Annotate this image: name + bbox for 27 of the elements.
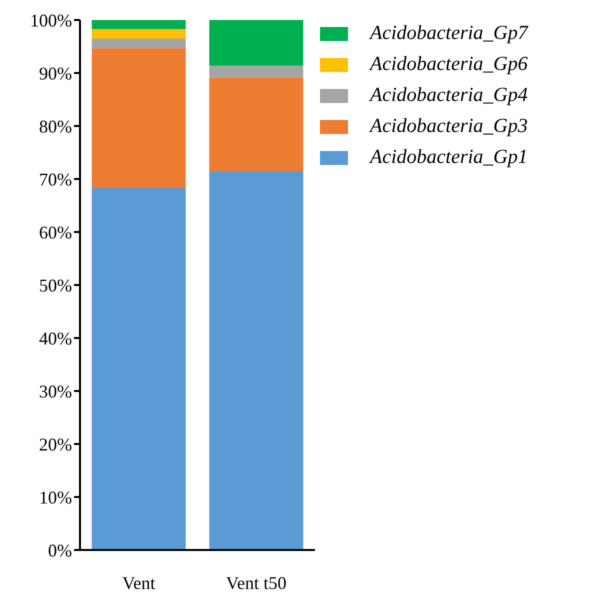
- legend-label: Acidobacteria_Gp7: [370, 22, 528, 45]
- x-tick-label: Vent: [122, 572, 156, 593]
- y-tick-label: 40%: [39, 328, 72, 348]
- y-tick-label: 90%: [39, 63, 72, 84]
- bar: [92, 29, 186, 39]
- bar: [209, 20, 304, 66]
- y-tick-label: 10%: [39, 487, 72, 508]
- bar: [209, 77, 304, 172]
- y-tick-label: 20%: [39, 434, 72, 454]
- y-tick-label: 100%: [30, 10, 72, 30]
- y-tick-label: 30%: [39, 381, 72, 402]
- y-tick-label: 70%: [39, 169, 72, 190]
- bar: [92, 20, 186, 30]
- legend-label: Acidobacteria_Gp3: [370, 115, 528, 138]
- y-tick-label: 0%: [48, 540, 72, 560]
- y-tick-label: 60%: [39, 222, 72, 242]
- bar: [92, 188, 186, 550]
- bar: [209, 66, 304, 78]
- bar: [92, 38, 186, 48]
- y-tick-label: 50%: [39, 275, 72, 296]
- legend-label: Acidobacteria_Gp6: [370, 53, 528, 76]
- x-tick-label: Vent t50: [226, 572, 286, 593]
- legend-label: Acidobacteria_Gp1: [370, 146, 528, 169]
- bar: [92, 48, 186, 188]
- legend-label: Acidobacteria_Gp4: [370, 84, 528, 107]
- bar: [209, 171, 304, 550]
- y-tick-label: 80%: [39, 116, 72, 136]
